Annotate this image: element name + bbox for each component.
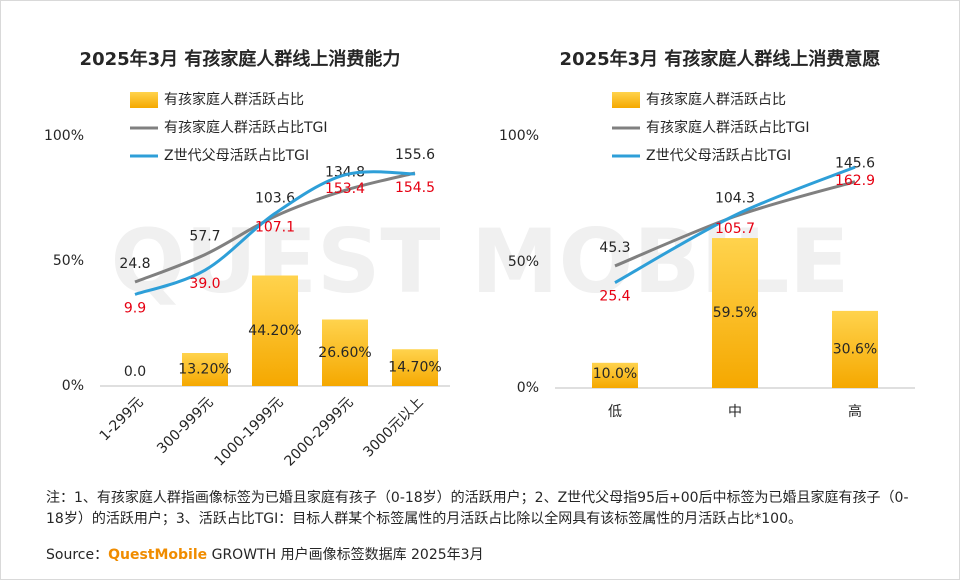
line-value-label: 107.1 (255, 219, 295, 235)
y-tick-label: 0% (517, 380, 539, 396)
line-value-label: 103.6 (255, 190, 295, 206)
line-value-label: 105.7 (715, 221, 755, 237)
footnote: 注：1、有孩家庭人群指画像标签为已婚且家庭有孩子（0-18岁）的活跃用户；2、Z… (46, 490, 909, 527)
x-tick-label: 3000元以上 (360, 394, 426, 460)
legend-label: 有孩家庭人群活跃占比TGI (164, 119, 328, 136)
y-tick-label: 50% (508, 254, 539, 270)
x-tick-label: 2000-2999元 (281, 394, 356, 469)
source-brand: QuestMobile (108, 547, 208, 563)
x-tick-label: 1000-1999元 (211, 394, 286, 469)
x-tick-label: 中 (728, 404, 742, 420)
line-value-label: 24.8 (119, 256, 150, 272)
line (134, 170, 416, 296)
line-value-label: 57.7 (189, 229, 220, 245)
line-value-label: 9.9 (124, 300, 146, 316)
legend-label: Z世代父母活跃占比TGI (164, 148, 309, 164)
x-tick-label: 300-999元 (154, 394, 217, 457)
source: Source：QuestMobile GROWTH 用户画像标签数据库 2025… (46, 544, 484, 564)
bar (832, 310, 878, 388)
line-value-label: 153.4 (325, 181, 365, 197)
chart-title: 2025年3月 有孩家庭人群线上消费能力 (80, 48, 401, 70)
line-value-label: 154.5 (395, 180, 435, 196)
bar (252, 275, 298, 386)
line-value-label: 134.8 (325, 164, 365, 180)
legend-label: Z世代父母活跃占比TGI (646, 148, 791, 164)
line (614, 165, 856, 284)
bar (182, 353, 228, 386)
line-value-label: 162.9 (835, 173, 875, 189)
line-value-label: 104.3 (715, 190, 755, 206)
bar-value-label: 26.60% (318, 345, 371, 361)
source-text: GROWTH 用户画像标签数据库 2025年3月 (211, 547, 484, 563)
legend-label: 有孩家庭人群活跃占比 (646, 91, 786, 108)
x-tick-label: 低 (608, 404, 622, 420)
y-tick-label: 100% (44, 128, 84, 144)
legend-swatch (612, 92, 640, 108)
line-value-label: 155.6 (395, 147, 435, 163)
bar-value-label: 59.5% (713, 305, 757, 321)
legend-label: 有孩家庭人群活跃占比 (164, 91, 304, 108)
legend-label: 有孩家庭人群活跃占比TGI (646, 119, 810, 136)
line-value-label: 39.0 (189, 276, 220, 292)
line-value-label: 145.6 (835, 156, 875, 172)
y-tick-label: 100% (499, 128, 539, 144)
bar-value-label: 0.0 (124, 364, 146, 380)
bar (712, 238, 758, 388)
bar (592, 362, 638, 388)
bar-value-label: 13.20% (178, 362, 231, 378)
y-tick-label: 0% (62, 378, 84, 394)
legend-swatch (130, 92, 158, 108)
bar-value-label: 14.70% (388, 360, 441, 376)
bar-value-label: 44.20% (248, 323, 301, 339)
x-tick-label: 高 (848, 403, 862, 420)
x-tick-label: 1-299元 (97, 394, 147, 444)
y-tick-label: 50% (53, 253, 84, 269)
line-value-label: 45.3 (599, 240, 630, 256)
bar-value-label: 30.6% (833, 341, 877, 357)
source-label: Source： (46, 547, 109, 563)
bar (322, 319, 368, 386)
line (134, 171, 416, 284)
chart-title: 2025年3月 有孩家庭人群线上消费意愿 (560, 48, 881, 70)
line-value-label: 25.4 (599, 289, 630, 305)
bar (392, 349, 438, 386)
bar-value-label: 10.0% (593, 366, 637, 382)
